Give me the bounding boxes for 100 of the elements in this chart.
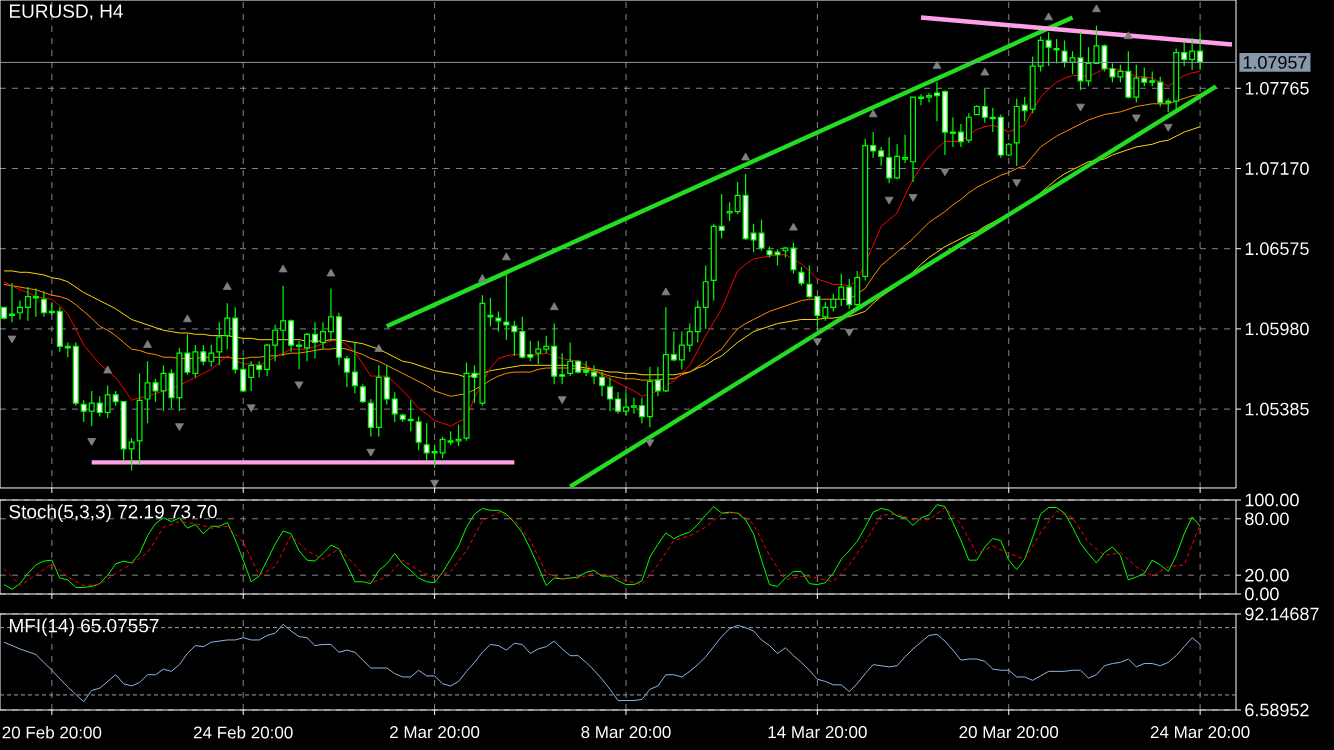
point [645, 439, 655, 448]
candlestick [527, 340, 534, 362]
point [884, 196, 894, 205]
candlestick [567, 341, 574, 377]
candlestick [503, 274, 510, 341]
chart-title: MFI(14) 65.07557 [9, 618, 159, 637]
candlestick [615, 391, 621, 415]
y-tick-label: 80.00 [1245, 512, 1289, 526]
candlestick [184, 333, 191, 376]
candlestick [630, 397, 637, 415]
candlestick [726, 201, 733, 222]
candlestick [599, 371, 606, 397]
candlestick [638, 397, 645, 424]
point [812, 338, 822, 347]
x-tick-label: 24 Mar 20:00 [1150, 726, 1250, 739]
point [1076, 103, 1085, 112]
candlestick [591, 364, 598, 385]
candlestick [327, 287, 334, 342]
x-tick-label: 2 Mar 20:00 [390, 726, 480, 739]
point [1012, 179, 1022, 187]
candlestick [32, 287, 39, 318]
ref-line-label: 1.07957 [1243, 56, 1307, 69]
point [661, 287, 671, 296]
candlestick [878, 146, 885, 167]
point [908, 194, 918, 202]
candlestick [1141, 66, 1148, 87]
candlestick [926, 92, 932, 104]
candlestick [104, 384, 111, 419]
point [103, 365, 113, 374]
candlestick [957, 123, 964, 148]
candlestick [351, 341, 358, 395]
point [294, 381, 304, 390]
point [844, 328, 854, 337]
y-tick-label: 92.14687 [1245, 607, 1319, 621]
point [143, 340, 152, 348]
candlestick [383, 364, 390, 406]
point [789, 222, 798, 231]
point [1123, 31, 1133, 40]
y-tick-label: 1.06575 [1245, 242, 1309, 256]
candlestick [734, 181, 741, 215]
point [940, 168, 950, 177]
candlestick [607, 376, 614, 412]
candlestick [622, 391, 629, 416]
candlestick [670, 331, 677, 362]
candlestick [846, 278, 853, 310]
point [1092, 4, 1101, 13]
candlestick [40, 290, 47, 318]
point [222, 282, 232, 290]
candlestick [216, 321, 223, 366]
point [478, 274, 487, 282]
chart-title: Stoch(5,3,3) 72.19 73.70 [9, 504, 217, 523]
x-tick-label: 14 Mar 20:00 [768, 726, 867, 739]
candlestick [391, 391, 398, 423]
y-tick-label: 1.07170 [1245, 162, 1309, 175]
y-tick-label: 1.07765 [1245, 81, 1309, 95]
candlestick [439, 436, 446, 459]
candlestick [1133, 64, 1140, 104]
point [326, 268, 336, 277]
candlestick [280, 285, 287, 357]
candlestick [88, 390, 95, 427]
candlestick [838, 273, 845, 307]
point [366, 448, 376, 457]
point [87, 438, 97, 446]
candlestick [304, 332, 311, 362]
candlestick [343, 355, 350, 388]
point [1044, 12, 1053, 21]
candlestick [1053, 38, 1060, 64]
candlestick [240, 356, 247, 393]
candlestick [24, 286, 31, 322]
candlestick [96, 395, 103, 418]
candlestick [224, 302, 231, 350]
y-tick-label: 1.05980 [1245, 322, 1309, 336]
candlestick [208, 344, 215, 368]
candlestick [981, 88, 988, 124]
point [430, 479, 439, 488]
candlestick [1101, 43, 1108, 73]
x-tick-label: 20 Mar 20:00 [959, 726, 1059, 739]
candlestick [80, 399, 87, 423]
point [278, 264, 288, 273]
y-tick-label: 100.00 [1245, 493, 1299, 507]
candlestick [918, 93, 925, 106]
candlestick [886, 136, 893, 184]
candlestick [8, 282, 15, 323]
candlestick [718, 193, 725, 240]
candlestick [431, 444, 438, 469]
candlestick [902, 134, 909, 164]
candlestick [359, 383, 366, 404]
x-tick-label: 24 Feb 20:00 [193, 726, 293, 739]
candlestick [16, 300, 23, 321]
candlestick [814, 295, 821, 327]
point [549, 302, 559, 311]
candlestick [128, 437, 135, 472]
point [932, 61, 942, 69]
y-tick-label: 20.00 [1245, 568, 1289, 582]
candlestick [1109, 62, 1116, 83]
candlestick [312, 321, 318, 360]
candlestick [423, 422, 430, 462]
point [980, 67, 990, 76]
candlestick [319, 321, 326, 350]
candlestick [248, 360, 255, 392]
